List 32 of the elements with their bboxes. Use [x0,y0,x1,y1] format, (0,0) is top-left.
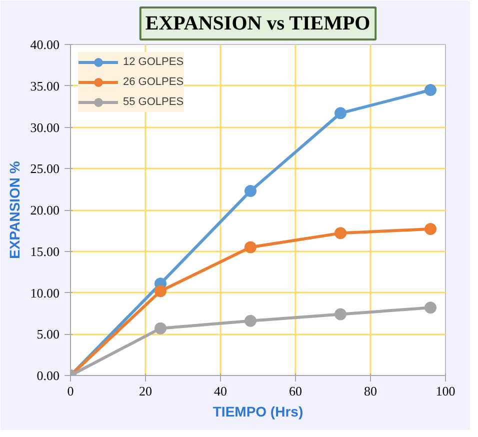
legend-label: 26 GOLPES [123,75,184,89]
point [154,322,166,334]
point [424,302,436,314]
y-tick-label: 30.00 [30,120,60,135]
point [334,107,346,120]
y-tick-label: 20.00 [30,202,60,218]
x-tick-label: 0 [67,384,74,398]
y-tick-label: 25.00 [30,161,60,176]
x-tick-label: 80 [364,384,377,398]
point [244,184,256,197]
point [334,308,346,320]
y-tick-label: 15.00 [30,244,60,259]
point [244,241,256,254]
y-tick-label: 0.00 [36,368,60,383]
point [334,227,346,240]
y-tick-label: 10.00 [30,285,60,300]
point [424,84,436,96]
legend-label: 55 GOLPES [123,95,184,109]
point [424,223,436,236]
y-tick-label: 5.00 [36,326,60,342]
x-axis-title: TIEMPO (Hrs) [212,404,304,420]
point [154,285,166,298]
y-tick-label: 40.00 [30,37,60,52]
x-tick-label: 60 [289,384,302,398]
chart-title: EXPANSION vs TIEMPO [145,12,370,34]
legend-label: 12 GOLPES [123,55,184,69]
x-tick-label: 20 [139,384,152,398]
x-tick-label: 40 [214,384,227,398]
x-tick-label: 100 [436,384,456,398]
point [244,314,256,327]
y-tick-label: 35.00 [30,78,60,94]
y-axis-title: EXPANSION % [6,160,22,259]
